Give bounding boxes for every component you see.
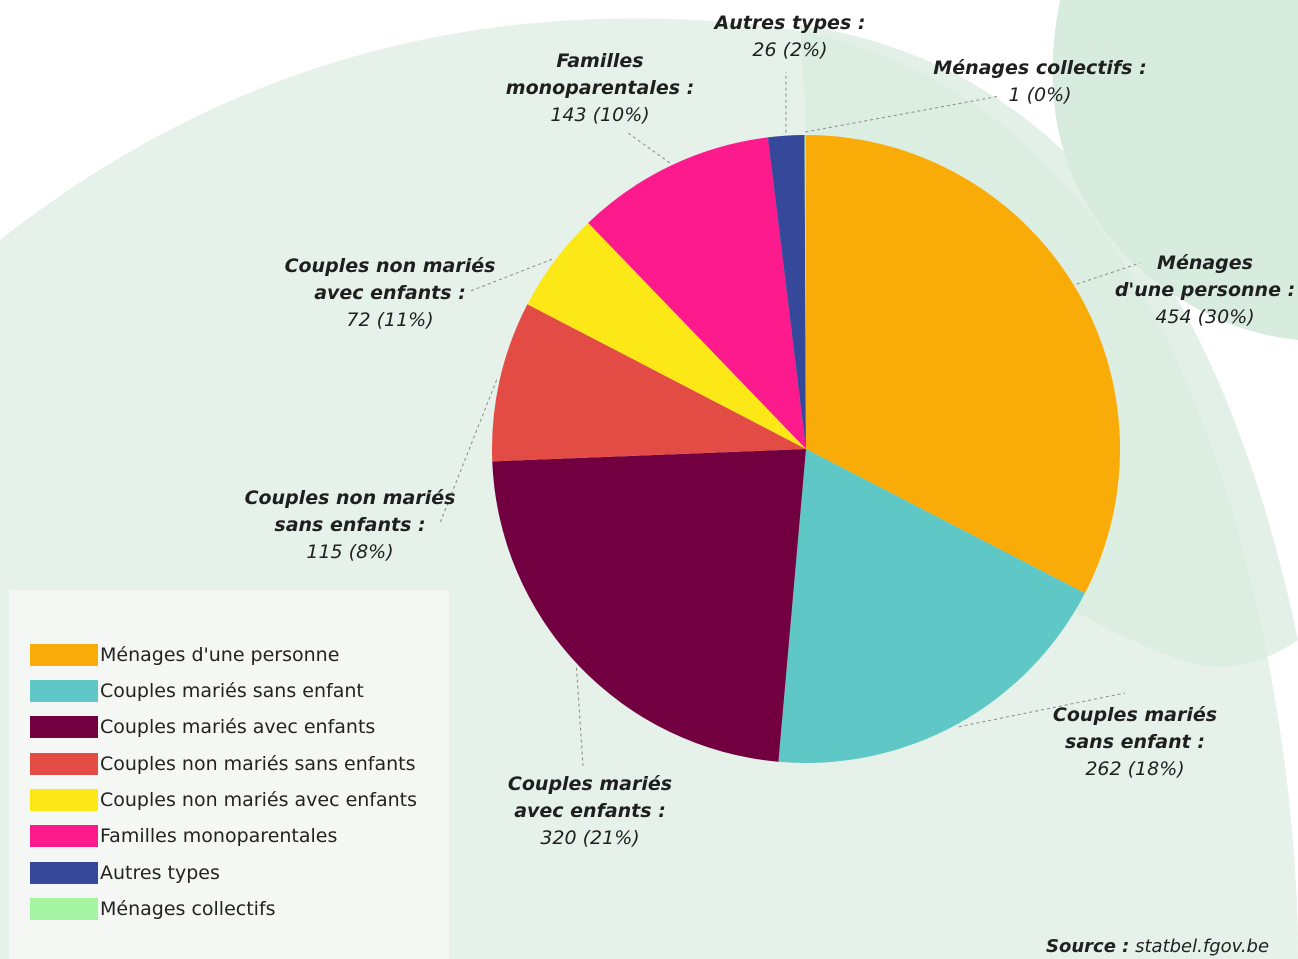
legend: Ménages d'une personne Couples mariés sa… — [9, 590, 449, 959]
legend-swatch — [30, 862, 98, 884]
legend-swatch — [30, 789, 98, 811]
pie-slice-7 — [804, 135, 806, 449]
label-menages-une-personne: Ménages d'une personne : 454 (30%) — [1114, 252, 1296, 328]
label-autres-types: Autres types : 26 (2%) — [714, 12, 866, 61]
pie-slice-0 — [806, 135, 1120, 594]
leader-line-5 — [627, 132, 671, 164]
source-text: statbel.fgov.be — [1135, 936, 1270, 957]
legend-label: Familles monoparentales — [100, 825, 338, 847]
legend-item: Couples mariés avec enfants — [30, 712, 375, 742]
pie-slice-3 — [491, 304, 806, 462]
legend-label: Couples mariés sans enfant — [100, 680, 364, 702]
legend-item: Couples mariés sans enfant — [30, 676, 364, 706]
label-couples-maries-avec-enfants: Couples mariés avec enfants : 320 (21%) — [507, 773, 673, 849]
legend-swatch — [30, 680, 98, 702]
pie-slice-1 — [778, 449, 1085, 763]
legend-label: Ménages d'une personne — [100, 644, 340, 666]
pie-slice-5 — [588, 137, 806, 449]
source-note: Source : statbel.fgov.be — [1046, 936, 1269, 957]
legend-item: Autres types — [30, 858, 220, 888]
legend-item: Ménages d'une personne — [30, 640, 339, 670]
pie-slice-6 — [767, 135, 806, 450]
legend-label: Couples mariés avec enfants — [100, 716, 376, 738]
legend-swatch — [30, 753, 98, 775]
label-couples-maries-sans-enfant: Couples mariés sans enfant : 262 (18%) — [1052, 704, 1218, 780]
pie-slice-2 — [492, 449, 806, 762]
leader-line-3 — [439, 379, 498, 524]
label-couples-non-maries-sans-enfants: Couples non mariés sans enfants : 115 (8… — [244, 487, 456, 563]
leader-line-1 — [958, 692, 1126, 728]
legend-swatch — [30, 898, 98, 920]
leader-line-2 — [575, 667, 584, 767]
legend-item: Ménages collectifs — [30, 894, 276, 924]
leader-line-0 — [1076, 262, 1141, 285]
legend-label: Couples non mariés sans enfants — [100, 753, 416, 775]
legend-swatch — [30, 825, 98, 847]
legend-label: Autres types — [100, 862, 220, 884]
legend-swatch — [30, 716, 98, 738]
legend-item: Familles monoparentales — [30, 821, 337, 851]
source-label: Source : — [1046, 936, 1130, 957]
legend-label: Ménages collectifs — [100, 898, 276, 920]
label-familles-monoparentales: Familles monoparentales : 143 (10%) — [505, 50, 695, 126]
label-menages-collectifs: Ménages collectifs : 1 (0%) — [933, 57, 1147, 106]
label-couples-non-maries-avec-enfants: Couples non mariés avec enfants : 72 (11… — [284, 255, 496, 331]
legend-item: Couples non mariés avec enfants — [30, 785, 417, 815]
legend-swatch — [30, 644, 98, 666]
pie-slice-4 — [527, 222, 806, 449]
legend-item: Couples non mariés sans enfants — [30, 749, 416, 779]
legend-label: Couples non mariés avec enfants — [100, 789, 418, 811]
